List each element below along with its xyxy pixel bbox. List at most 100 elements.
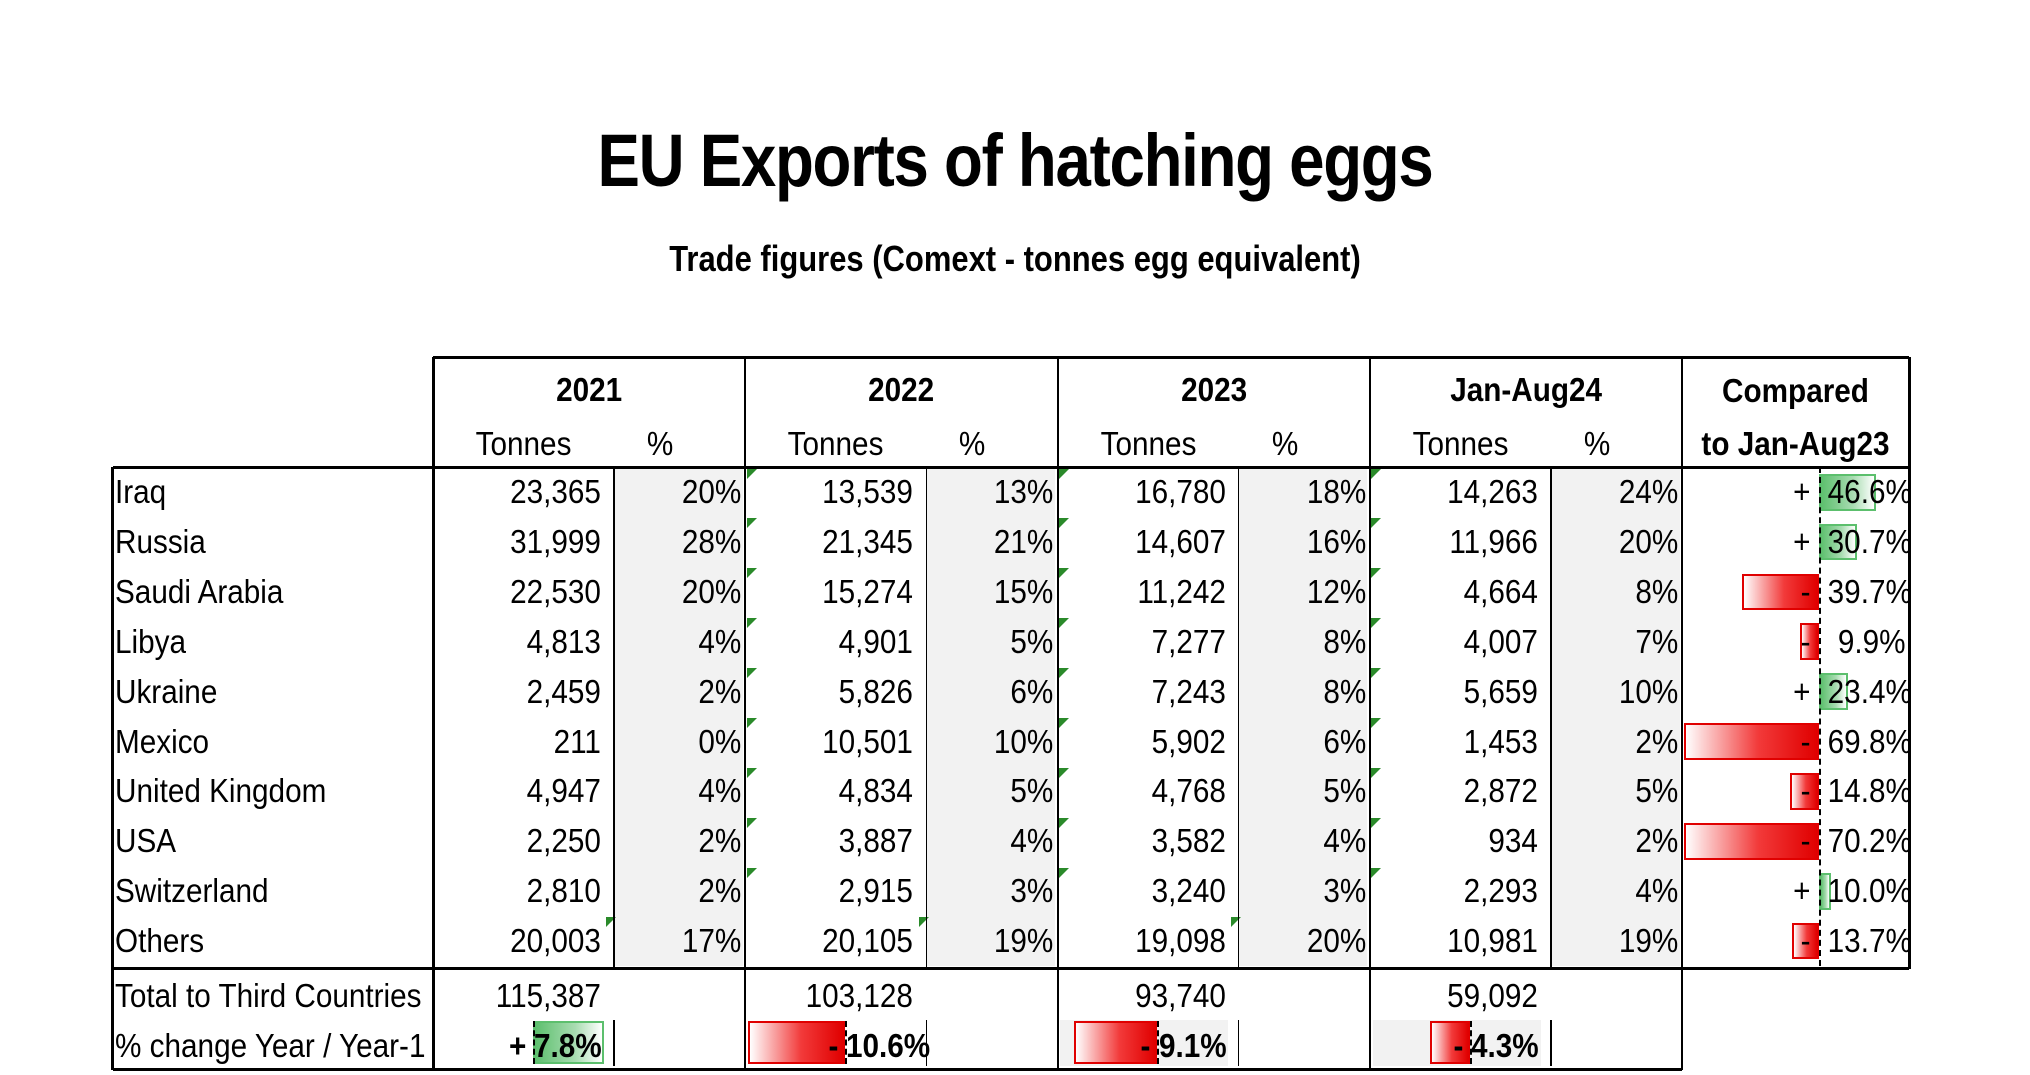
compared-header: to Jan-Aug23 — [1701, 424, 1890, 462]
change-bar-negative — [1683, 822, 1819, 860]
country-label: Saudi Arabia — [115, 572, 284, 610]
change-value: 23.4% — [1827, 672, 1912, 710]
change-bar-positive — [1818, 473, 1877, 511]
pct-value: 8% — [1323, 622, 1366, 660]
pct-value: 3% — [1323, 872, 1366, 910]
yoy-value: 7.8% — [534, 1027, 602, 1065]
country-label: Switzerland — [115, 872, 269, 910]
tonnes-value: 20,105 — [822, 922, 914, 960]
pct-value: 5% — [1010, 622, 1054, 660]
note-marker — [746, 717, 757, 728]
note-marker — [1058, 817, 1069, 828]
pct-value: 0% — [698, 722, 742, 760]
pct-value: 18% — [1306, 473, 1366, 511]
change-sign: + — [1793, 672, 1811, 710]
pct-value: 2% — [698, 822, 742, 860]
tonnes-value: 5,826 — [838, 672, 914, 710]
table-border — [112, 465, 1910, 469]
change-bar-negative — [1799, 623, 1819, 661]
tonnes-header: Tonnes — [475, 424, 572, 462]
tonnes-value: 21,345 — [822, 523, 914, 561]
yoy-axis — [532, 1021, 535, 1065]
change-axis — [1818, 467, 1821, 967]
tonnes-value: 4,007 — [1463, 622, 1538, 660]
note-marker — [1058, 867, 1069, 878]
period-header: 2023 — [1180, 370, 1247, 408]
tonnes-header: Tonnes — [1412, 424, 1509, 462]
tonnes-value: 16,780 — [1134, 473, 1226, 511]
pct-value: 3% — [1010, 872, 1054, 910]
note-marker — [746, 568, 757, 579]
pct-column-shade — [1551, 467, 1680, 967]
note-marker — [1058, 568, 1069, 579]
total-value: 103,128 — [805, 977, 914, 1015]
tonnes-value: 4,901 — [838, 622, 914, 660]
yoy-bar-negative — [1074, 1021, 1158, 1065]
table-border — [1907, 357, 1911, 969]
tonnes-column-border — [1550, 467, 1552, 969]
pct-value: 4% — [698, 622, 742, 660]
total-value: 115,387 — [495, 977, 601, 1015]
change-value: 30.7% — [1827, 523, 1912, 561]
change-sign: + — [1793, 872, 1811, 910]
country-label: Russia — [115, 523, 207, 561]
change-value: 70.2% — [1827, 822, 1912, 860]
tonnes-column-border — [925, 1019, 928, 1066]
pct-value: 5% — [1635, 772, 1679, 810]
change-value: 69.8% — [1827, 722, 1912, 760]
tonnes-value: 13,539 — [822, 473, 914, 511]
pct-column-shade — [614, 467, 743, 967]
pct-value: 16% — [1306, 523, 1366, 561]
note-marker — [1371, 468, 1382, 479]
note-marker — [1058, 618, 1069, 629]
note-marker — [1058, 468, 1069, 479]
tonnes-value: 2,250 — [526, 822, 601, 860]
pct-value: 20% — [1306, 922, 1366, 960]
note-marker — [1371, 717, 1382, 728]
total-label: Total to Third Countries — [115, 977, 422, 1015]
tonnes-value: 4,813 — [526, 622, 601, 660]
change-bar-negative — [1790, 773, 1819, 810]
note-marker — [1371, 767, 1382, 778]
tonnes-header: Tonnes — [787, 424, 884, 462]
country-label: Libya — [115, 622, 187, 660]
pct-value: 19% — [994, 922, 1054, 960]
tonnes-value: 2,459 — [526, 672, 601, 710]
yoy-sign: - — [1453, 1027, 1464, 1065]
change-bar-negative — [1792, 922, 1819, 960]
note-marker — [918, 917, 929, 928]
period-header: Jan-Aug24 — [1450, 370, 1603, 408]
yoy-axis — [1469, 1021, 1472, 1065]
table-border — [1056, 357, 1059, 1070]
table-border — [111, 467, 115, 1070]
country-label: United Kingdom — [115, 772, 327, 810]
yoy-sign: - — [828, 1027, 839, 1065]
note-marker — [746, 867, 757, 878]
tonnes-column-border — [925, 467, 928, 969]
pct-value: 8% — [1323, 672, 1366, 710]
yoy-sign: + — [508, 1027, 527, 1065]
change-sign: - — [1800, 622, 1811, 660]
pct-value: 5% — [1010, 772, 1054, 810]
tonnes-value: 22,530 — [510, 572, 601, 610]
tonnes-value: 31,999 — [510, 523, 601, 561]
pct-value: 6% — [1323, 722, 1366, 760]
tonnes-value: 2,915 — [838, 872, 914, 910]
tonnes-header: Tonnes — [1100, 424, 1197, 462]
change-bar-negative — [1684, 723, 1819, 760]
change-sign: - — [1800, 772, 1811, 810]
pct-value: 12% — [1306, 572, 1366, 610]
tonnes-column-border — [1550, 1019, 1552, 1066]
page-subtitle: Trade figures (Comext - tonnes egg equiv… — [669, 238, 1361, 279]
yoy-value: 10.6% — [846, 1027, 931, 1065]
table-border — [433, 355, 1910, 359]
change-value: 14.8% — [1827, 772, 1912, 810]
pct-header: % — [1583, 424, 1611, 462]
tonnes-column-border — [1237, 1019, 1240, 1066]
tonnes-value: 3,240 — [1151, 872, 1226, 910]
pct-value: 2% — [1635, 822, 1679, 860]
note-marker — [1371, 618, 1382, 629]
pct-header: % — [959, 424, 986, 462]
table-border — [112, 1068, 1683, 1072]
